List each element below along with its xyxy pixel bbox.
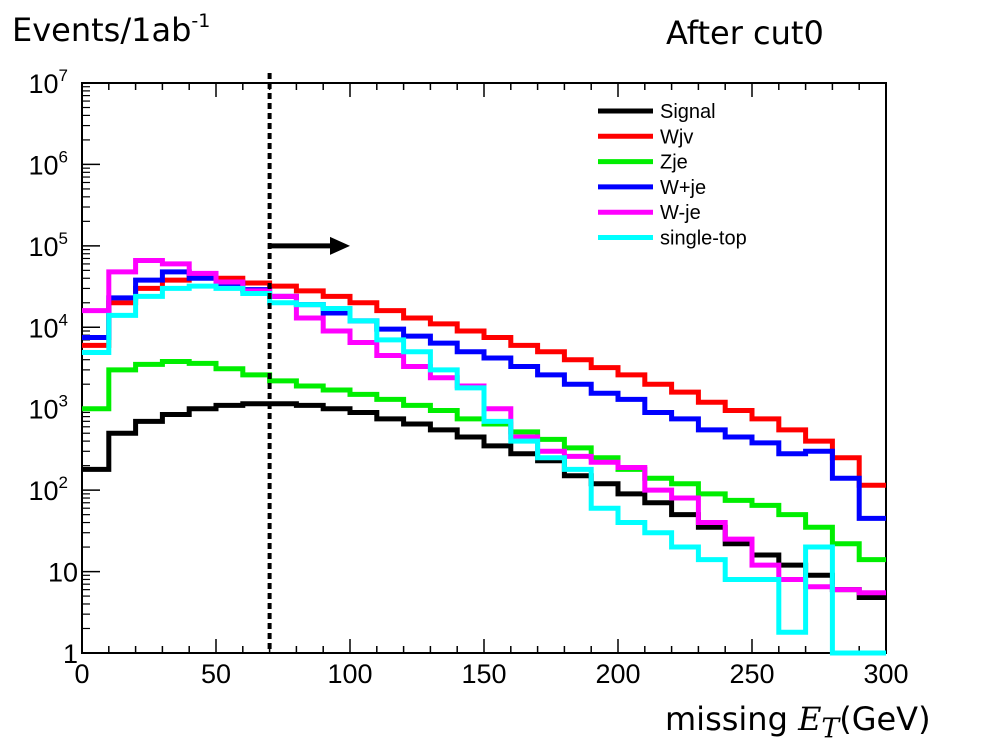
- legend-label: W-je: [660, 202, 701, 224]
- x-tick-label: 50: [201, 659, 231, 689]
- legend-label: Zje: [660, 152, 688, 174]
- y-tick-label: 10: [48, 558, 78, 588]
- y-axis-title-main: Events/1ab: [12, 11, 192, 49]
- cut-stage-label: After cut0: [666, 14, 824, 52]
- x-axis-title-unit: (GeV): [839, 700, 931, 738]
- y-tick-label: 105: [28, 229, 68, 262]
- y-tick-label: 104: [28, 310, 68, 343]
- series-line-signal: [82, 401, 886, 601]
- x-axis-title-variable: E: [798, 700, 822, 738]
- series-line-single-top: [82, 283, 886, 656]
- y-tick-label: 106: [28, 147, 68, 180]
- legend-label: W+je: [660, 177, 706, 199]
- x-tick-label: 100: [327, 659, 372, 689]
- y-axis-title-exponent: -1: [191, 10, 211, 32]
- x-axis-title-subscript: T: [821, 713, 840, 745]
- legend-label: Wjv: [660, 126, 693, 148]
- legend-label: single-top: [660, 228, 747, 250]
- y-tick-label: 102: [28, 473, 68, 506]
- x-tick-label: 0: [74, 659, 89, 689]
- y-tick-label: 1: [63, 639, 78, 669]
- x-tick-label: 250: [729, 659, 774, 689]
- series-line-wjv: [82, 274, 886, 488]
- legend-label: Signal: [660, 101, 716, 123]
- x-tick-label: 150: [461, 659, 506, 689]
- x-axis-title: missing ET(GeV): [665, 700, 931, 744]
- cut-arrow-head: [330, 236, 350, 255]
- y-tick-label: 107: [28, 66, 68, 99]
- y-tick-label: 103: [28, 392, 68, 425]
- series-line-w-je: [82, 258, 886, 596]
- y-axis-title: Events/1ab-1: [12, 10, 210, 49]
- x-axis-title-main: missing: [665, 700, 799, 738]
- x-tick-label: 200: [595, 659, 640, 689]
- x-tick-label: 300: [863, 659, 908, 689]
